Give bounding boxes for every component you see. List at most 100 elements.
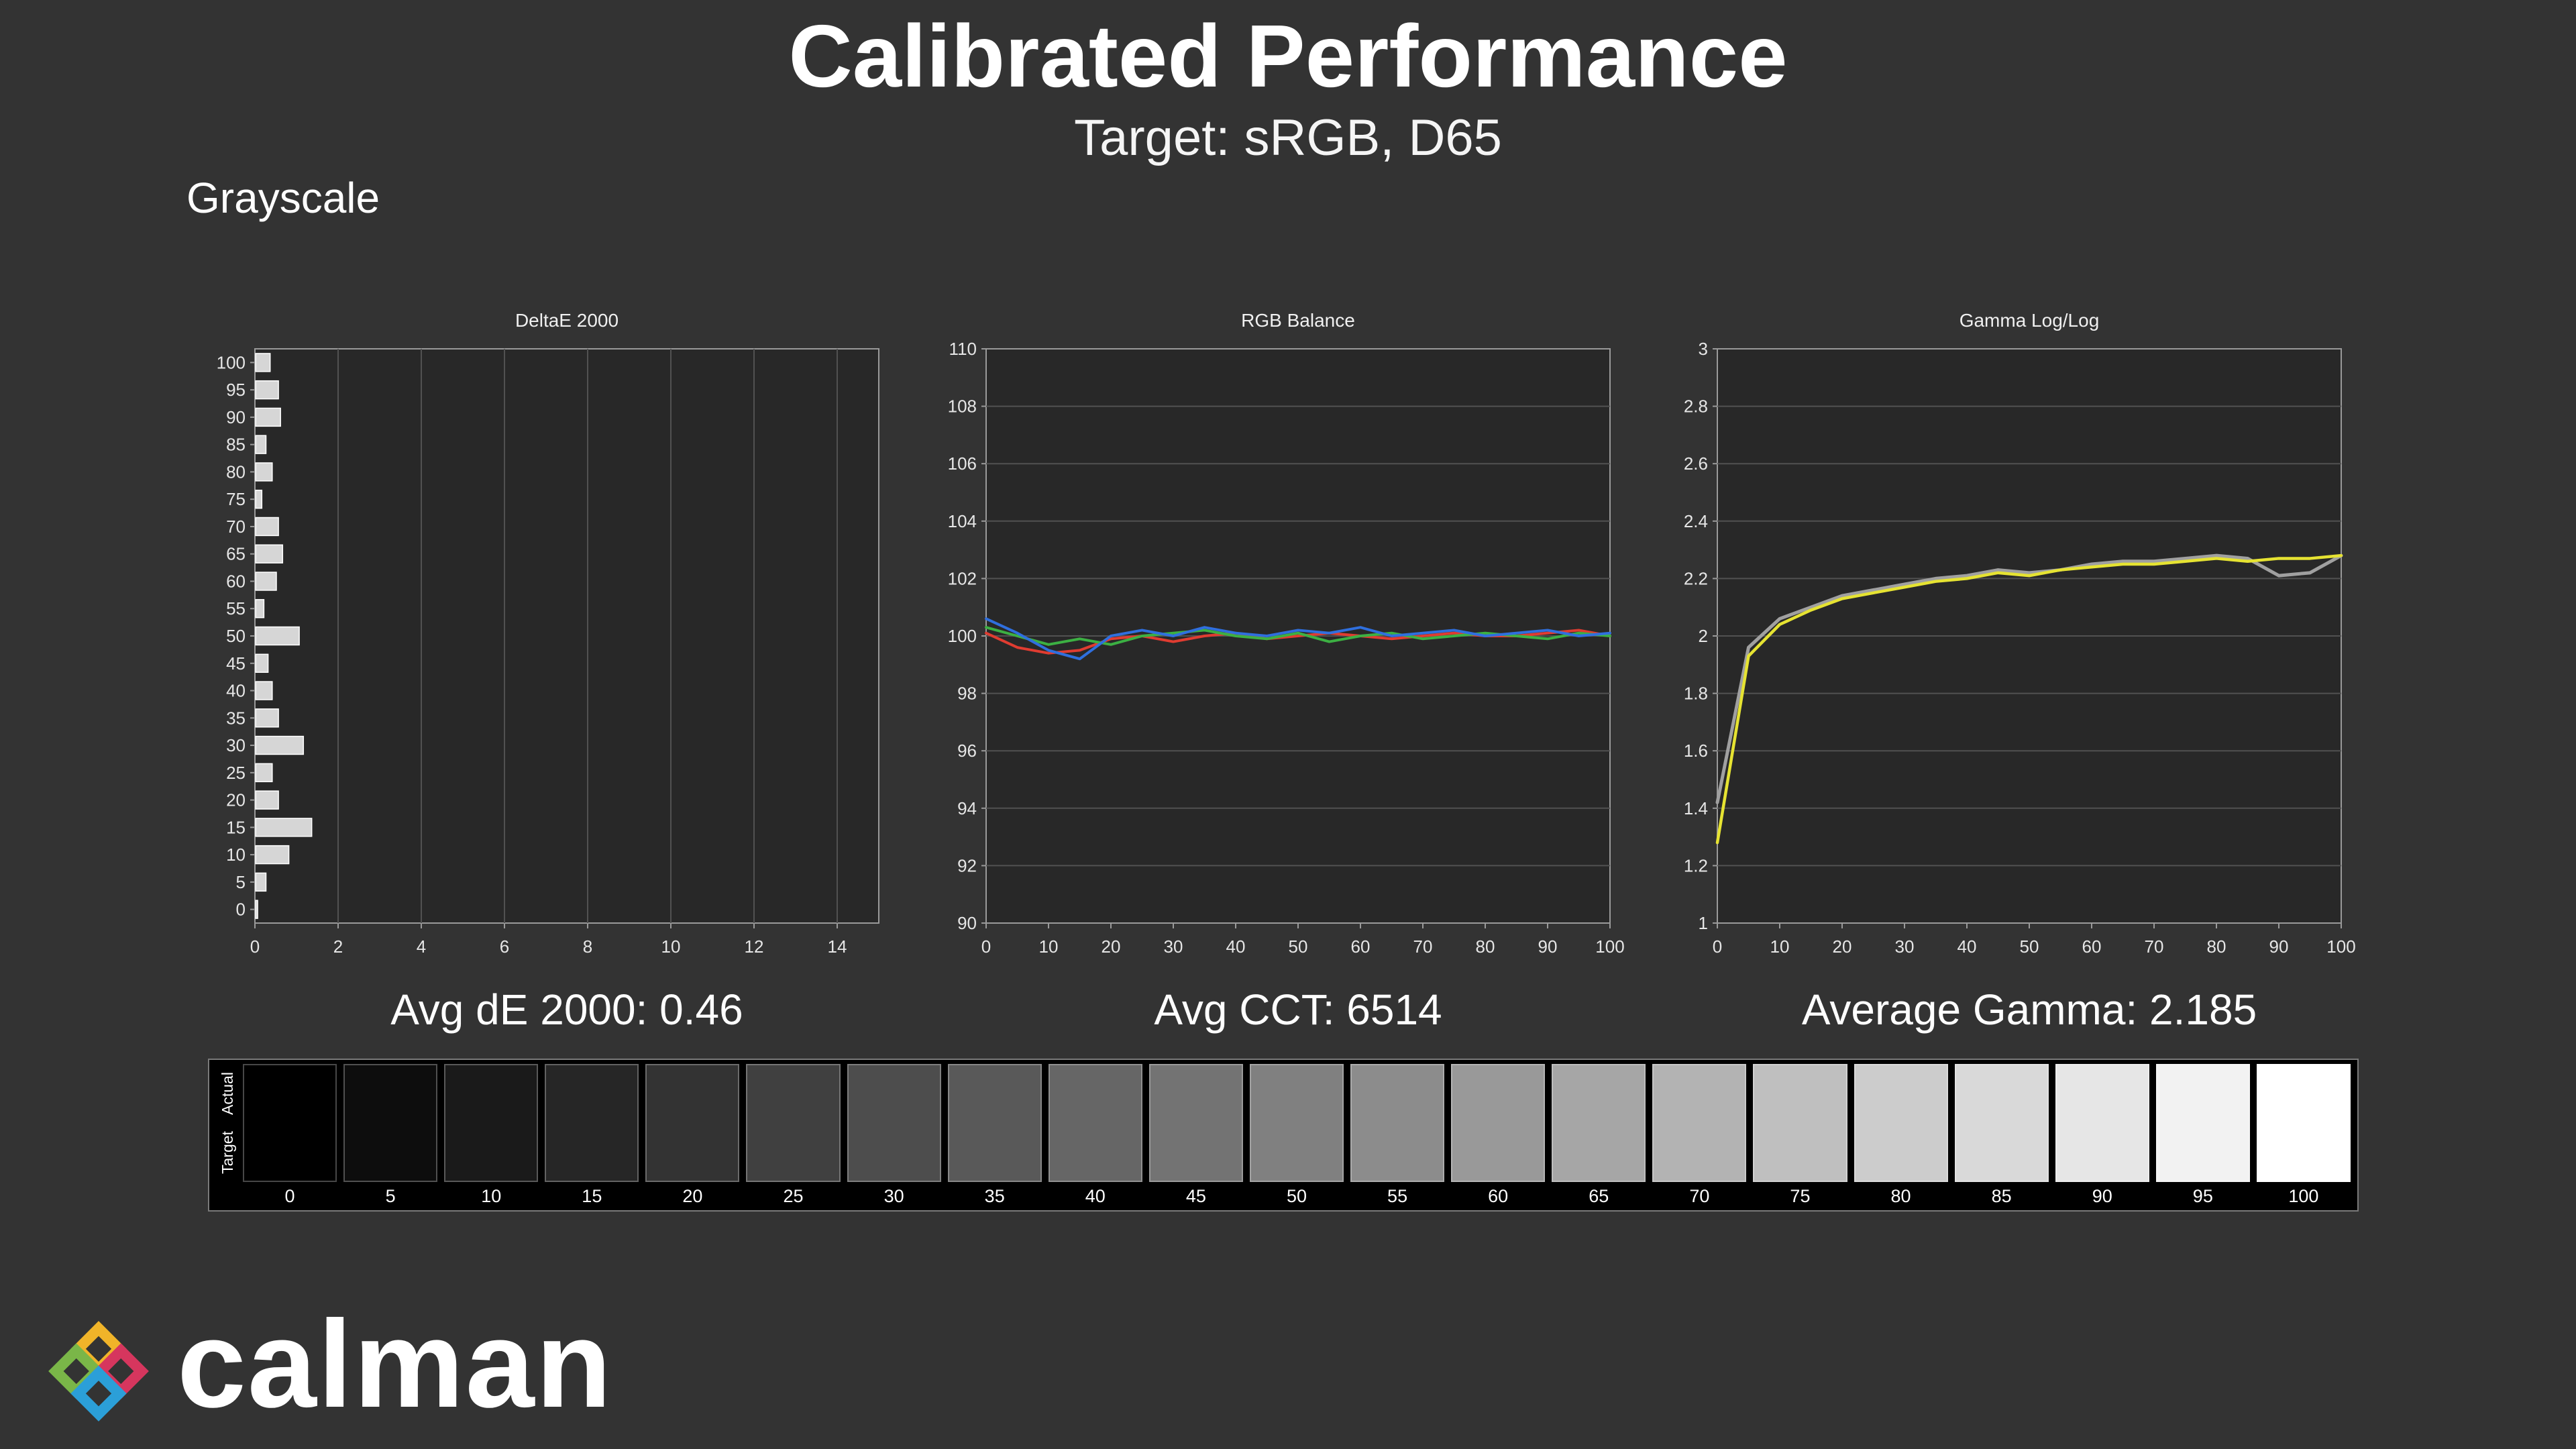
ramp-patch-actual bbox=[1658, 1070, 1741, 1176]
svg-text:90: 90 bbox=[226, 407, 246, 427]
ramp-patch-55: 55 bbox=[1350, 1064, 1445, 1210]
ramp-patch-actual bbox=[1155, 1070, 1237, 1176]
svg-text:5: 5 bbox=[236, 872, 246, 892]
svg-text:2.6: 2.6 bbox=[1684, 453, 1708, 474]
ramp-patch-value: 85 bbox=[1991, 1186, 2012, 1206]
calman-logo: calman bbox=[44, 1303, 613, 1439]
ramp-patch-95: 95 bbox=[2155, 1064, 2250, 1210]
svg-text:2.4: 2.4 bbox=[1684, 511, 1708, 531]
ramp-patch-50: 50 bbox=[1249, 1064, 1344, 1210]
rgb-balance-chart: RGB Balance 90 92 94 96 98 100 102 104 106 108 110… bbox=[926, 307, 1630, 1034]
grayscale-ramp: Actual Target 0 5 10 15 20 25 30 35 40 45 50 55 60 65… bbox=[208, 1059, 2359, 1212]
ramp-patch-value: 45 bbox=[1185, 1186, 1206, 1206]
section-label-grayscale: Grayscale bbox=[186, 174, 380, 222]
svg-text:12: 12 bbox=[745, 936, 764, 957]
ramp-patch-swatch bbox=[2155, 1064, 2250, 1182]
rgb-balance-chart-plot: 90 92 94 96 98 100 102 104 106 108 110 0 10 20 30 40 50 6… bbox=[948, 339, 1625, 957]
svg-text:85: 85 bbox=[226, 435, 246, 455]
report-header: Calibrated Performance Target: sRGB, D65 bbox=[0, 7, 2576, 167]
ramp-patch-value: 50 bbox=[1286, 1186, 1307, 1206]
svg-text:3: 3 bbox=[1699, 339, 1708, 359]
svg-text:98: 98 bbox=[957, 684, 977, 704]
ramp-patch-swatch bbox=[1652, 1064, 1747, 1182]
ramp-patch-swatch bbox=[1048, 1064, 1142, 1182]
svg-text:14: 14 bbox=[828, 936, 847, 957]
svg-text:65: 65 bbox=[226, 544, 246, 564]
svg-text:60: 60 bbox=[1351, 936, 1371, 957]
calman-logo-icon bbox=[48, 1320, 149, 1421]
svg-text:2.8: 2.8 bbox=[1684, 396, 1708, 417]
ramp-patch-swatch bbox=[2256, 1064, 2351, 1182]
ramp-patch-value: 95 bbox=[2192, 1186, 2213, 1206]
page-title: Calibrated Performance bbox=[788, 7, 1788, 105]
ramp-patch-actual bbox=[752, 1070, 835, 1176]
ramp-patch-80: 80 bbox=[1854, 1064, 1948, 1210]
ramp-patch-value: 0 bbox=[284, 1186, 295, 1206]
ramp-patch-actual bbox=[853, 1070, 935, 1176]
ramp-patch-actual bbox=[1759, 1070, 1841, 1176]
ramp-patch-swatch bbox=[1753, 1064, 1847, 1182]
ramp-patch-20: 20 bbox=[645, 1064, 740, 1210]
svg-text:45: 45 bbox=[226, 653, 246, 674]
gamma-chart: Gamma Log/Log 1 1.2 1.4 1.6 1.8 2 2.2 2.4 2.6 2.8… bbox=[1657, 307, 2361, 1034]
svg-text:90: 90 bbox=[957, 913, 977, 933]
svg-text:0: 0 bbox=[250, 936, 260, 957]
ramp-patch-value: 100 bbox=[2288, 1186, 2319, 1206]
svg-text:40: 40 bbox=[1226, 936, 1246, 957]
svg-text:70: 70 bbox=[1413, 936, 1433, 957]
charts-row: DeltaE 2000 0 2 4 6 8 10 12 14 100 95 90 85 80 75 70 65… bbox=[195, 307, 2361, 1034]
svg-text:20: 20 bbox=[1102, 936, 1121, 957]
svg-text:100: 100 bbox=[217, 352, 246, 372]
ramp-patch-actual bbox=[1054, 1070, 1136, 1176]
ramp-patch-swatch bbox=[1954, 1064, 2049, 1182]
svg-text:1.6: 1.6 bbox=[1684, 741, 1708, 761]
ramp-patch-swatch bbox=[1451, 1064, 1546, 1182]
svg-text:94: 94 bbox=[957, 798, 977, 818]
ramp-patch-value: 30 bbox=[883, 1186, 904, 1206]
svg-text:8: 8 bbox=[583, 936, 592, 957]
ramp-patch-90: 90 bbox=[2055, 1064, 2149, 1210]
svg-text:30: 30 bbox=[1895, 936, 1915, 957]
gamma-average-stat: Average Gamma: 2.185 bbox=[1801, 985, 2257, 1034]
ramp-patch-swatch bbox=[1148, 1064, 1243, 1182]
svg-text:20: 20 bbox=[226, 790, 246, 810]
svg-text:2: 2 bbox=[333, 936, 343, 957]
ramp-patch-value: 35 bbox=[984, 1186, 1005, 1206]
grayscale-ramp-patches: 0 5 10 15 20 25 30 35 40 45 50 55 60 65 70 75 80 85 90 95 10… bbox=[243, 1064, 2351, 1210]
deltae-chart: DeltaE 2000 0 2 4 6 8 10 12 14 100 95 90 85 80 75 70 65… bbox=[195, 307, 899, 1034]
ramp-patch-swatch bbox=[847, 1064, 941, 1182]
ramp-patch-actual bbox=[1356, 1070, 1439, 1176]
svg-text:40: 40 bbox=[1957, 936, 1977, 957]
ramp-patch-value: 10 bbox=[481, 1186, 502, 1206]
ramp-patch-swatch bbox=[746, 1064, 841, 1182]
svg-text:60: 60 bbox=[2082, 936, 2102, 957]
ramp-patch-swatch bbox=[1249, 1064, 1344, 1182]
ramp-patch-70: 70 bbox=[1652, 1064, 1747, 1210]
svg-text:6: 6 bbox=[500, 936, 509, 957]
ramp-patch-85: 85 bbox=[1954, 1064, 2049, 1210]
svg-text:90: 90 bbox=[2269, 936, 2289, 957]
ramp-patch-swatch bbox=[243, 1064, 337, 1182]
ramp-patch-100: 100 bbox=[2256, 1064, 2351, 1210]
ramp-patch-actual bbox=[1457, 1070, 1540, 1176]
ramp-patch-65: 65 bbox=[1552, 1064, 1646, 1210]
svg-text:50: 50 bbox=[2020, 936, 2039, 957]
svg-text:2.2: 2.2 bbox=[1684, 568, 1708, 588]
svg-text:0: 0 bbox=[981, 936, 991, 957]
svg-text:60: 60 bbox=[226, 571, 246, 591]
ramp-patch-value: 25 bbox=[783, 1186, 804, 1206]
svg-text:1.4: 1.4 bbox=[1684, 798, 1708, 818]
svg-text:4: 4 bbox=[417, 936, 426, 957]
svg-text:0: 0 bbox=[1713, 936, 1722, 957]
svg-text:1.8: 1.8 bbox=[1684, 684, 1708, 704]
deltae-chart-plot: 0 2 4 6 8 10 12 1410095908580757065605550454035… bbox=[217, 348, 879, 957]
ramp-patch-actual bbox=[953, 1070, 1036, 1176]
ramp-patch-value: 60 bbox=[1488, 1186, 1509, 1206]
svg-text:95: 95 bbox=[226, 380, 246, 400]
svg-text:102: 102 bbox=[948, 568, 977, 588]
ramp-patch-value: 20 bbox=[682, 1186, 703, 1206]
svg-text:110: 110 bbox=[949, 339, 977, 359]
svg-text:10: 10 bbox=[661, 936, 681, 957]
ramp-patch-actual bbox=[651, 1070, 734, 1176]
